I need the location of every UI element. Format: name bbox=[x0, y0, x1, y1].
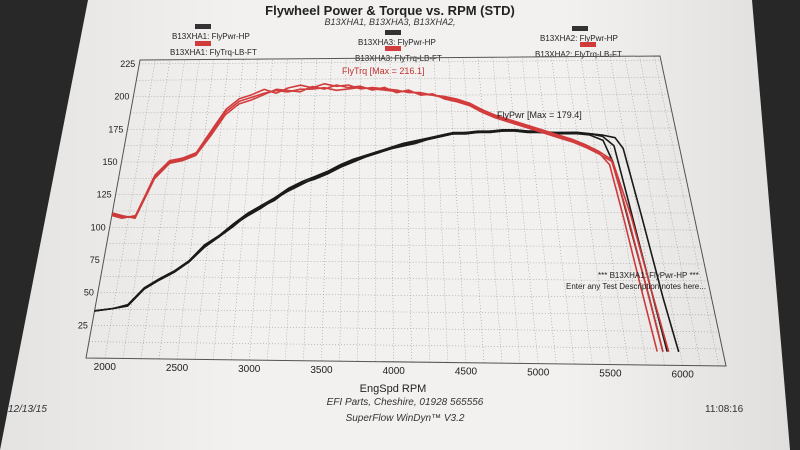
grid-line-x bbox=[303, 58, 317, 361]
grid-line-x bbox=[609, 56, 665, 366]
legend-swatch-b13xha1-pwr bbox=[195, 24, 211, 29]
grid-line-y bbox=[91, 325, 719, 333]
chart-subtitle: B13XHA1, B13XHA3, B13XHA2, bbox=[324, 17, 456, 27]
y-tick-label: 175 bbox=[108, 124, 123, 134]
grid-line-x bbox=[357, 58, 361, 362]
grid-line-x bbox=[477, 57, 503, 364]
footer-date: 12/13/15 bbox=[8, 404, 47, 415]
series-line-b13xha1-flytrq-lb-ft bbox=[111, 86, 658, 352]
x-tick-label: 2500 bbox=[166, 363, 189, 374]
grid-line-x bbox=[536, 56, 575, 365]
series-line-b13xha2-flytrq-lb-ft bbox=[112, 84, 670, 353]
grid-line-x bbox=[104, 59, 156, 359]
torque-max-annotation: FlyTrq [Max = 216.1] bbox=[342, 66, 424, 76]
grid-line-y bbox=[109, 227, 698, 231]
series-line-b13xha2-flypwr-hp bbox=[94, 129, 680, 353]
grid-line-y bbox=[133, 93, 669, 97]
grid-line-x bbox=[551, 56, 593, 365]
legend-swatch-b13xha2-pwr bbox=[572, 26, 588, 31]
grid-line-y bbox=[106, 243, 701, 248]
series-line-b13xha1-flypwr-hp bbox=[94, 130, 664, 352]
x-axis-label: EngSpd RPM bbox=[360, 383, 427, 395]
x-tick-label: 4500 bbox=[455, 367, 478, 378]
grid-line-x bbox=[212, 59, 244, 360]
grid-line-x bbox=[249, 58, 273, 361]
plot-frame bbox=[85, 55, 727, 367]
grid-line-x bbox=[507, 57, 539, 364]
series-line-b13xha3-flypwr-hp bbox=[94, 129, 668, 352]
grid-line-y bbox=[112, 210, 694, 214]
series-group bbox=[94, 83, 680, 353]
y-tick-label: 50 bbox=[84, 288, 94, 298]
legend-entry-b13xha3-pwr: B13XHA3: FlyPwr-HP bbox=[358, 38, 436, 47]
legend-entry-b13xha2-pwr: B13XHA2: FlyPwr-HP bbox=[540, 34, 618, 43]
grid-line-x bbox=[140, 59, 185, 359]
grid-line-y bbox=[118, 178, 687, 180]
grid-line-x bbox=[230, 59, 259, 360]
x-tick-label: 3500 bbox=[310, 365, 333, 376]
footer-software: SuperFlow WinDyn™ V3.2 bbox=[345, 413, 465, 424]
test-note-text: Enter any Test Description notes here... bbox=[566, 282, 706, 291]
grid-line-x bbox=[433, 57, 449, 363]
grid-line-y bbox=[97, 292, 712, 299]
grid-line-x bbox=[653, 55, 720, 366]
grid-line-x bbox=[463, 57, 485, 363]
grid-line-x bbox=[580, 56, 629, 365]
x-tick-label: 5500 bbox=[599, 369, 622, 380]
grid-line-x bbox=[521, 57, 557, 364]
y-tick-label: 225 bbox=[120, 59, 135, 69]
legend-swatch-b13xha2-trq bbox=[580, 42, 596, 47]
grid-line-y bbox=[139, 59, 661, 65]
grid-line-y bbox=[88, 341, 723, 350]
grid-line-x bbox=[176, 59, 215, 360]
x-tick-label: 6000 bbox=[672, 369, 695, 380]
grid-line-y bbox=[100, 276, 708, 282]
grid-line-x bbox=[419, 57, 431, 363]
legend-swatch-b13xha1-trq bbox=[195, 41, 211, 46]
grid-line-x bbox=[122, 59, 171, 359]
grid-line-x bbox=[565, 56, 611, 365]
grid-line-x bbox=[339, 58, 347, 362]
legend-entry-b13xha2-trq: B13XHA2: FlyTrq-LB-FT bbox=[535, 50, 622, 59]
legend-entry-b13xha1-pwr: B13XHA1: FlyPwr-HP bbox=[172, 32, 250, 41]
test-note-title: *** B13XHA1: FlyPwr-HP *** bbox=[598, 271, 699, 280]
legend-entry-b13xha1-trq: B13XHA1: FlyTrq-LB-FT bbox=[170, 48, 257, 57]
grid-line-x bbox=[321, 58, 332, 361]
grid-line-y bbox=[115, 194, 690, 197]
legend-swatch-b13xha3-pwr bbox=[385, 30, 401, 35]
grid-line-x bbox=[404, 57, 413, 363]
chart-grid bbox=[88, 55, 723, 366]
y-tick-label: 200 bbox=[114, 92, 129, 102]
grid-line-x bbox=[285, 58, 303, 361]
power-max-annotation: FlyPwr [Max = 179.4] bbox=[497, 110, 582, 120]
x-tick-label: 4000 bbox=[383, 366, 406, 377]
x-tick-label: 5000 bbox=[527, 368, 550, 379]
axis-ticks: 2000 2500 3000 3500 4000 4500 5000 5500 6000 25 50… bbox=[78, 59, 694, 381]
grid-line-x bbox=[492, 57, 521, 364]
footer-time: 11:08:16 bbox=[705, 404, 744, 415]
x-tick-label: 3000 bbox=[238, 364, 261, 375]
grid-line-x bbox=[194, 59, 229, 360]
y-tick-label: 125 bbox=[97, 190, 112, 200]
grid-line-y bbox=[127, 127, 676, 130]
series-line-b13xha3-flytrq-lb-ft bbox=[111, 83, 664, 352]
footer-company: EFI Parts, Cheshire, 01928 565556 bbox=[326, 397, 484, 408]
grid-line-y bbox=[94, 308, 716, 316]
y-tick-label: 75 bbox=[90, 255, 100, 265]
y-tick-label: 150 bbox=[102, 157, 117, 167]
y-tick-label: 25 bbox=[78, 320, 88, 330]
chart-title: Flywheel Power & Torque vs. RPM (STD) bbox=[265, 3, 515, 18]
y-tick-label: 100 bbox=[91, 222, 106, 232]
grid-line-y bbox=[130, 110, 672, 114]
x-tick-label: 2000 bbox=[94, 362, 117, 373]
grid-line-x bbox=[267, 58, 288, 361]
grid-line-x bbox=[158, 59, 200, 359]
grid-line-y bbox=[136, 76, 665, 81]
grid-line-y bbox=[103, 259, 705, 265]
grid-line-x bbox=[389, 58, 394, 362]
legend-swatch-b13xha3-trq bbox=[385, 46, 401, 51]
